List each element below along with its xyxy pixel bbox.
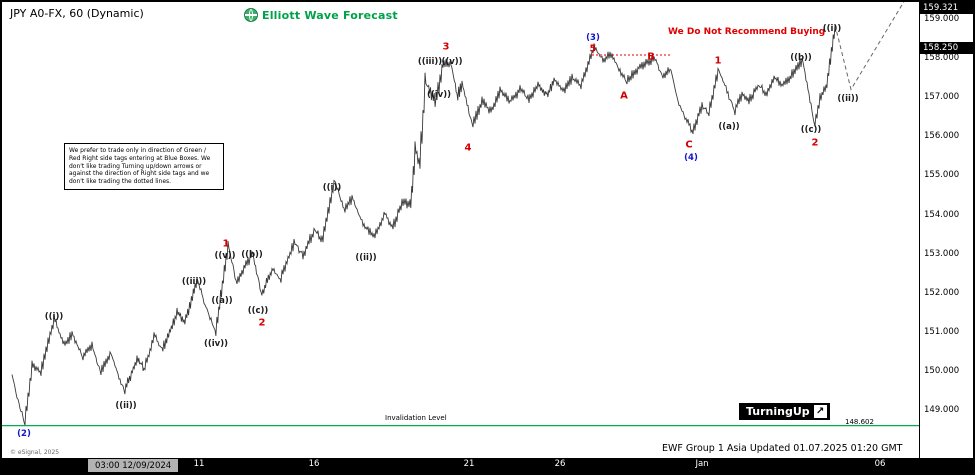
wave-label: ((iv)) [204,339,228,349]
wave-label: (3) [586,33,600,43]
wave-label: 2 [811,137,819,149]
turning-up-badge: TurningUp ↗ [739,403,830,420]
turning-up-label: TurningUp [746,405,810,418]
price-line [11,24,836,426]
price-tick-label: 153.000 [924,248,960,259]
wave-label: 5 [589,43,597,55]
price-tick-label: 154.000 [924,209,960,220]
chart-svg [2,2,919,427]
wave-label: ((v)) [441,57,463,67]
price-axis[interactable]: 159.000 158.000 157.000 156.000 155.000 154.0… [920,2,973,458]
time-tick-label: 11 [193,459,205,469]
wave-label: 1 [714,55,722,67]
up-right-arrow-icon: ↗ [813,405,827,418]
wave-label: 4 [464,142,472,154]
wave-label: 2 [258,317,266,329]
wave-label: ((i)) [44,312,64,322]
warning-text: We Do Not Recommend Buying [668,27,826,37]
wave-label: ((v)) [214,251,236,261]
wave-label: ((b)) [790,53,812,63]
wave-label: ((ii)) [355,253,377,263]
wave-label: C [685,139,693,151]
wave-label: ((i)) [322,183,342,193]
wave-label: ((a)) [718,122,740,132]
price-tick-label: 155.000 [924,170,960,181]
invalidation-label: Invalidation Level [385,414,447,422]
wave-label: (2) [17,429,31,439]
wave-label: 3 [442,41,450,53]
price-tick-label: 149.000 [924,405,960,415]
wave-label: ((iii)) [181,277,207,287]
brand-name: Elliott Wave Forecast [262,8,398,22]
time-tick-label: 26 [554,459,566,469]
wave-label: ((a)) [211,296,233,306]
wave-label: ((c)) [247,306,269,316]
price-tick-label: 159.000 [924,14,960,24]
chart-plot-area[interactable]: JPY A0-FX, 60 (Dynamic) Elliott Wave For… [2,2,920,458]
wave-label: ((iv)) [427,90,451,100]
session-high-price: 159.321 [920,2,973,14]
price-tick-label: 152.000 [924,287,960,298]
update-note: EWF Group 1 Asia Updated 01.07.2025 01:2… [662,443,903,454]
invalidation-value: 148.602 [845,418,874,426]
wave-label: 1 [222,238,230,250]
wave-label: ((b)) [241,250,263,260]
price-tick-label: 156.000 [924,131,960,142]
wave-label: ((iii)) [417,57,443,67]
globe-icon [244,8,258,22]
time-tick-label: 21 [463,459,475,469]
wave-label: ((ii)) [115,401,137,411]
disclaimer-box: We prefer to trade only in direction of … [64,143,224,190]
projection-dashed-line [834,2,905,91]
price-tick-label: 151.000 [924,326,960,337]
time-axis[interactable]: 03:00 12/09/2024 11 16 21 26 Jan 06 [2,458,973,473]
wave-label: ((i)) [822,24,842,34]
brand-logo: Elliott Wave Forecast [244,8,398,22]
price-tick-label: 158.000 [924,53,960,64]
wave-label: ((c)) [800,125,822,135]
crosshair-date-label: 03:00 12/09/2024 [88,459,179,472]
wave-label: ((ii)) [837,94,859,104]
time-tick-label: Jan [695,459,709,469]
time-tick-label: 16 [308,459,320,469]
copyright-note: © eSignal, 2025 [10,449,60,456]
symbol-title: JPY A0-FX, 60 (Dynamic) [10,7,144,20]
wave-label: B [647,51,655,63]
wave-label: A [620,90,628,102]
price-tick-label: 150.000 [924,365,960,376]
wave-label: (4) [684,153,698,163]
price-tick-label: 157.000 [924,92,960,103]
time-tick-label: 06 [874,459,886,469]
last-price: 158.250 [920,42,973,55]
